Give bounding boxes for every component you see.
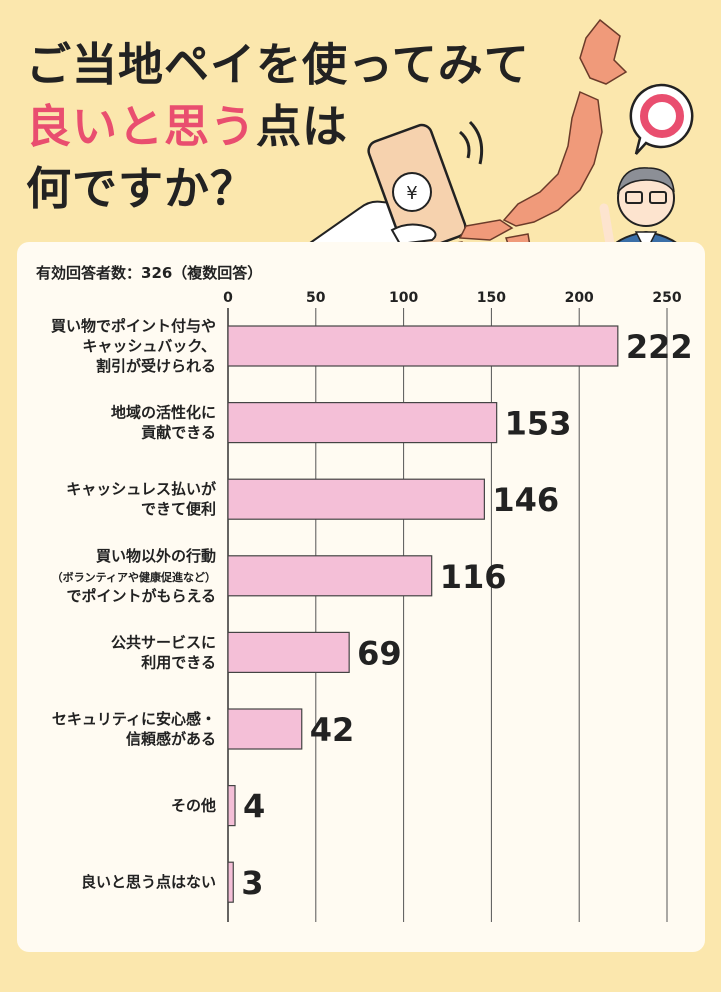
category-label: 公共サービスに [111,633,216,651]
category-label: 買い物以外の行動 [96,547,216,565]
title-line-3: 何ですか？ [26,162,257,215]
category-label: 割引が受けられる [96,357,216,375]
bar-value-label: 146 [492,481,559,519]
bar [227,631,350,674]
title-accent: 良いと思う [26,100,257,153]
bar [227,784,236,827]
bar-value-label: 42 [310,711,355,749]
yen-symbol: ¥ [406,183,417,204]
bar-value-label: 69 [357,634,402,672]
category-label: でポイントがもらえる [66,587,216,605]
category-label: キャッシュレス払いが [66,480,217,498]
x-tick-label: 100 [389,290,418,306]
x-tick-label: 250 [652,290,681,306]
title-line-1: ご当地ペイを使ってみて [26,38,530,91]
category-label: 良いと思う点はない [81,873,216,891]
category-label: 地域の活性化に [111,404,216,422]
bar [227,325,619,367]
speech-bubble-circle-icon [629,83,694,155]
category-label: キャッシュバック、 [82,337,216,355]
x-tick-label: 0 [223,290,233,306]
category-label: セキュリティに安心感・ [52,710,216,728]
bar [227,555,433,597]
category-label: 利用できる [141,653,216,671]
category-label: 貢献できる [141,424,216,442]
bar-value-label: 153 [505,405,572,443]
x-tick-label: 200 [565,290,594,306]
bar [227,478,485,520]
bar [227,861,234,903]
category-label: できて便利 [141,500,216,518]
bar-value-label: 222 [626,328,693,366]
title-line-2-rest: 点は [256,100,349,153]
phone-hand-illustration: ¥ [300,120,484,255]
x-tick-label: 50 [306,290,326,306]
x-tick-label: 150 [477,290,506,306]
bar [227,708,303,750]
bar-value-label: 116 [440,558,507,596]
respondents-note: 有効回答者数：326（複数回答） [36,264,263,282]
category-label: 買い物でポイント付与や [51,317,216,335]
category-label: （ボランティアや健康促進など） [52,570,216,584]
bar-value-label: 3 [241,864,263,902]
bar [227,402,498,444]
japan-map-illustration [435,18,628,277]
bar-value-label: 4 [243,788,265,826]
category-label: その他 [171,797,216,815]
category-label: 信頼感がある [126,730,216,748]
title-line-2: 良いと思う点は [26,90,348,155]
